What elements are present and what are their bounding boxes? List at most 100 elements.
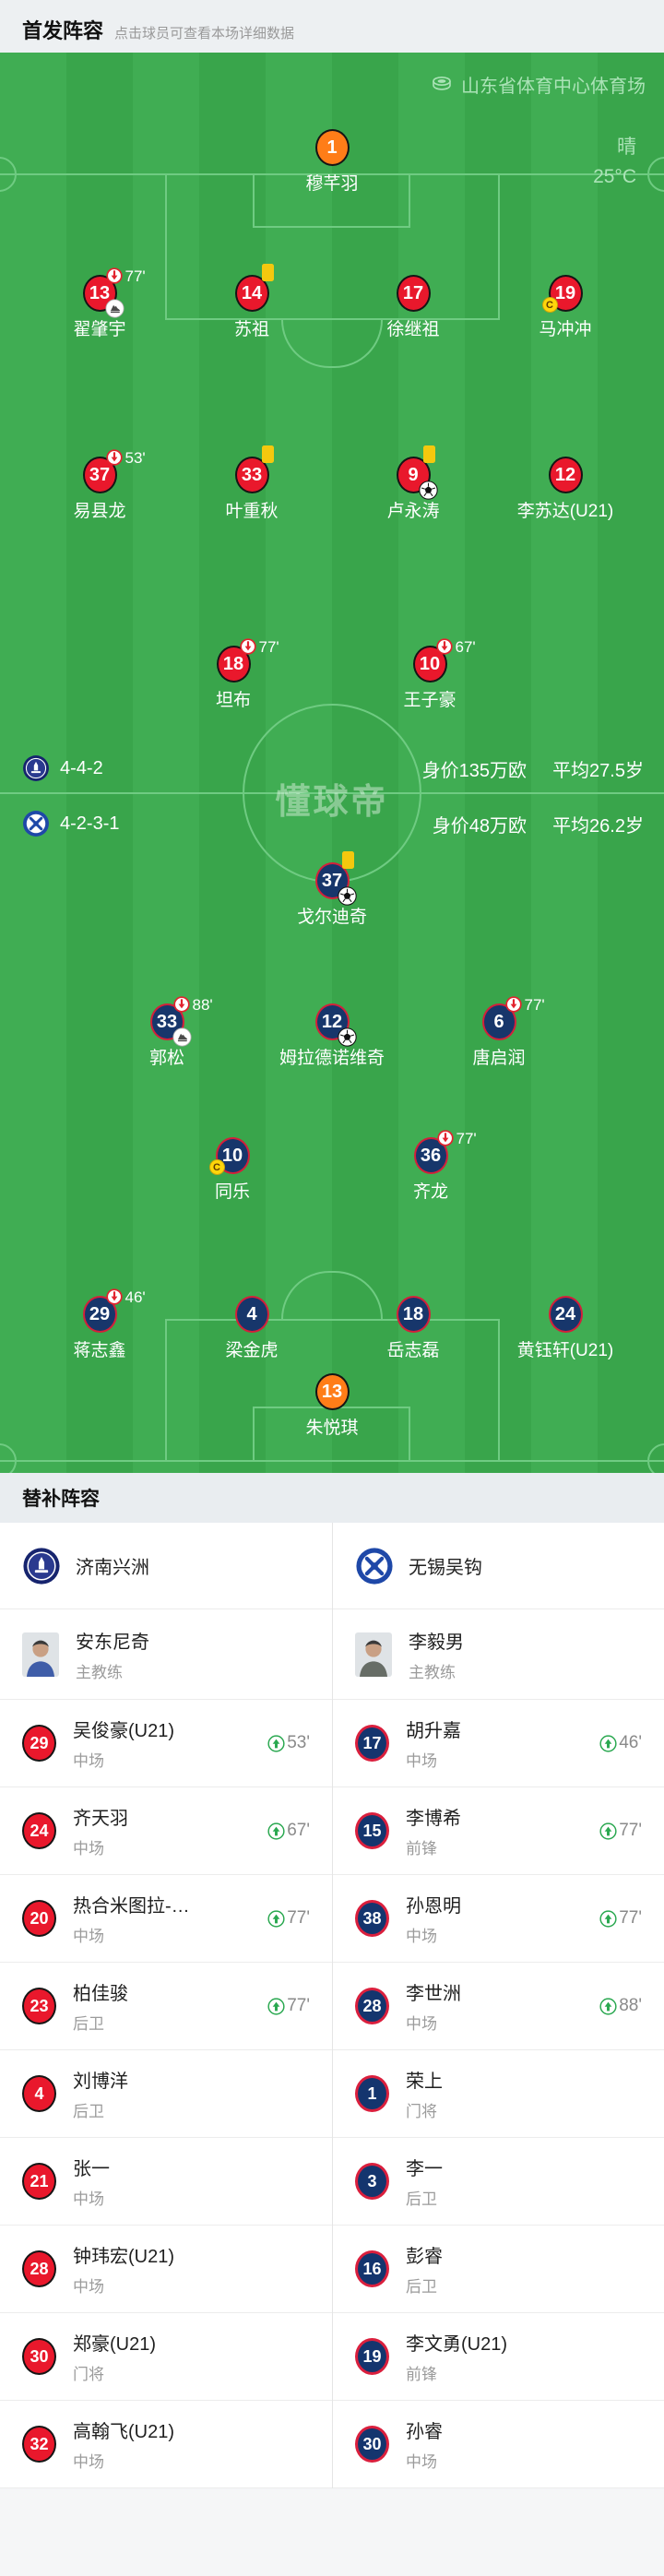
bench-player-position: 中场: [406, 1752, 437, 1770]
player-number: 14: [241, 282, 263, 303]
bench-player-number: 19: [355, 2338, 389, 2375]
bench-player-row[interactable]: 21 张一 中场: [0, 2138, 332, 2226]
bench-team-row[interactable]: 济南兴洲: [0, 1523, 332, 1609]
bench-player-row[interactable]: 29 吴俊豪(U21) 中场 53': [0, 1700, 332, 1787]
player-number: 18: [222, 653, 244, 674]
bench-player-row[interactable]: 30 郑豪(U21) 门将: [0, 2313, 332, 2401]
player-number: 17: [402, 282, 424, 303]
captain-badge: C: [208, 1159, 225, 1175]
bench-player-position: 后卫: [406, 2190, 437, 2208]
bench-player-row[interactable]: 16 彭睿 后卫: [333, 2226, 664, 2313]
assist-icon: [172, 1027, 192, 1047]
bench-player-row[interactable]: 1 荣上 门将: [333, 2050, 664, 2138]
player-marker[interactable]: 12 姆拉德诺维奇: [254, 1003, 410, 1069]
bench-player-position: 中场: [406, 2453, 437, 2471]
home-info-row: 4-4-2 身价135万欧 平均27.5岁: [0, 754, 664, 783]
bench-player-row[interactable]: 24 齐天羽 中场 67': [0, 1787, 332, 1875]
bench-player-name: 孙睿: [406, 2422, 443, 2442]
section-subtitle: 点击球员可查看本场详细数据: [114, 26, 295, 42]
sub-out-icon: [504, 996, 522, 1013]
bench-player-row[interactable]: 3 李一 后卫: [333, 2138, 664, 2226]
bench-player-row[interactable]: 23 柏佳骏 后卫 77': [0, 1963, 332, 2050]
bench-player-row[interactable]: 4 刘博洋 后卫: [0, 2050, 332, 2138]
bench-player-name: 热合米图拉-…: [73, 1896, 190, 1917]
bench-player-position: 后卫: [406, 2278, 437, 2296]
player-number-circle: 17: [396, 275, 431, 312]
player-number: 4: [246, 1303, 257, 1324]
player-marker[interactable]: 24 黄钰轩(U21): [487, 1296, 644, 1361]
player-marker[interactable]: 4 梁金虎: [173, 1296, 330, 1361]
weather: 晴 25°C: [593, 133, 636, 192]
player-marker[interactable]: 10 67' 王子豪: [351, 638, 508, 711]
bench-player-row[interactable]: 15 李博希 前锋 77': [333, 1787, 664, 1875]
player-marker[interactable]: 13 朱悦琪: [254, 1373, 410, 1439]
player-marker[interactable]: 18 77' 坦布: [155, 638, 312, 711]
player-marker[interactable]: 33 叶重秋: [173, 445, 330, 522]
player-number: 18: [402, 1303, 424, 1324]
player-marker[interactable]: 13 77' 翟肇宇: [21, 267, 178, 340]
player-name: 岳志磊: [386, 1341, 440, 1360]
player-marker[interactable]: 37 53' 易县龙: [21, 449, 178, 522]
player-marker[interactable]: 1 穆芊羽: [254, 129, 410, 195]
bench-player-number: 3: [355, 2163, 389, 2200]
player-marker[interactable]: 18 岳志磊: [335, 1296, 492, 1361]
player-number: 6: [493, 1011, 504, 1032]
stadium-name: 山东省体育中心体育场: [461, 77, 646, 97]
bench-player-row[interactable]: 28 李世洲 中场 88': [333, 1963, 664, 2050]
bench-player-row[interactable]: 32 高翰飞(U21) 中场: [0, 2401, 332, 2488]
player-name: 坦布: [215, 691, 251, 710]
bench-team-row[interactable]: 无锡吴钩: [333, 1523, 664, 1609]
away-market-value: 身价48万欧: [432, 815, 528, 837]
player-number: 12: [554, 464, 576, 485]
goal-area-top: [253, 173, 410, 228]
player-marker[interactable]: 14 苏祖: [173, 264, 330, 340]
bench-player-row[interactable]: 28 钟玮宏(U21) 中场: [0, 2226, 332, 2313]
player-number: 13: [89, 282, 111, 303]
bench-player-name: 刘博洋: [73, 2071, 128, 2092]
bench-player-number: 17: [355, 1725, 389, 1762]
bench-player-number: 23: [22, 1988, 56, 2024]
bench-player-number: 32: [22, 2426, 56, 2463]
player-name: 戈尔迪奇: [296, 908, 367, 927]
player-marker[interactable]: 37 戈尔迪奇: [254, 851, 410, 928]
coach-name: 安东尼奇: [76, 1632, 149, 1653]
bench-player-name: 吴俊豪(U21): [73, 1721, 175, 1741]
team-crest-icon: [22, 1547, 61, 1585]
bench-player-position: 前锋: [406, 2366, 437, 2383]
player-marker[interactable]: 12 李苏达(U21): [487, 457, 644, 522]
player-marker[interactable]: 6 77' 唐启润: [421, 996, 577, 1069]
sub-out-time: 67': [455, 637, 476, 656]
player-marker[interactable]: 9 卢永涛: [335, 445, 492, 522]
player-name: 苏祖: [233, 320, 269, 339]
sub-in-badge: 53': [267, 1733, 310, 1753]
sub-out-icon: [105, 267, 123, 284]
player-marker[interactable]: 17 徐继祖: [335, 275, 492, 340]
player-marker[interactable]: 29 46' 蒋志鑫: [21, 1288, 178, 1361]
player-marker[interactable]: 33 88' 郭松: [89, 996, 245, 1069]
sub-out-badge: 77': [504, 995, 545, 1014]
weather-condition: 晴: [617, 137, 636, 158]
bench-player-row[interactable]: 38 孙恩明 中场 77': [333, 1875, 664, 1963]
player-number-circle: 12: [548, 457, 583, 493]
bench-player-row[interactable]: 30 孙睿 中场: [333, 2401, 664, 2488]
bench-coach-row[interactable]: 安东尼奇 主教练: [0, 1609, 332, 1700]
bench-player-number: 15: [355, 1812, 389, 1849]
player-marker[interactable]: 10 C 同乐: [154, 1137, 311, 1203]
sub-out-time: 77': [524, 995, 545, 1014]
bench-player-row[interactable]: 17 胡升嘉 中场 46': [333, 1700, 664, 1787]
bench-player-row[interactable]: 19 李文勇(U21) 前锋: [333, 2313, 664, 2401]
sub-in-badge: 77': [267, 1908, 310, 1929]
sub-out-badge: 77': [239, 638, 279, 655]
player-number: 12: [321, 1011, 343, 1032]
pitch-bottom-line: [0, 1460, 664, 1462]
bench-coach-row[interactable]: 李毅男 主教练: [333, 1609, 664, 1700]
sub-in-time: 77': [287, 1908, 310, 1928]
weather-temperature: 25°C: [593, 166, 636, 187]
player-marker[interactable]: 19 C 马冲冲: [487, 275, 644, 340]
away-crest-icon: [22, 810, 50, 837]
bench-player-row[interactable]: 20 热合米图拉-… 中场 77': [0, 1875, 332, 1963]
player-number-circle: 18 77': [216, 638, 279, 683]
bench-player-name: 柏佳骏: [73, 1984, 128, 2004]
player-marker[interactable]: 36 77' 齐龙: [352, 1130, 509, 1203]
